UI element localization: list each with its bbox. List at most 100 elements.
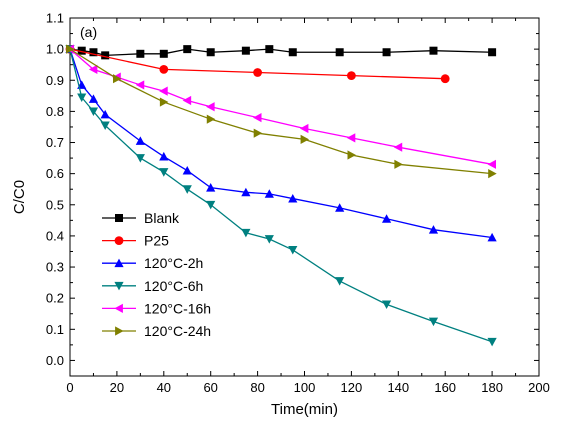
data-point [253, 68, 262, 77]
data-point [487, 337, 497, 347]
y-tick-label: 0.8 [46, 104, 64, 119]
y-tick-label: 0.9 [46, 73, 64, 88]
y-tick-label: 0.2 [46, 291, 64, 306]
data-point [206, 183, 216, 192]
legend-label: 120°C-16h [144, 300, 211, 316]
data-point [288, 193, 298, 203]
data-point [89, 48, 98, 57]
data-point [206, 114, 216, 124]
data-point [159, 49, 168, 58]
x-tick-label: 180 [481, 380, 503, 395]
x-tick-label: 0 [66, 380, 73, 395]
y-tick-label: 0.1 [46, 322, 64, 337]
data-point [101, 51, 110, 60]
y-tick-label: 0.0 [46, 353, 64, 368]
data-point [440, 74, 450, 84]
data-point [335, 48, 344, 57]
data-point [264, 189, 274, 198]
x-axis-label: Time(min) [271, 401, 338, 418]
x-tick-label: 20 [110, 380, 124, 395]
legend-marker [114, 281, 124, 291]
data-point [488, 48, 497, 57]
series-4 [65, 45, 497, 347]
x-tick-label: 200 [528, 380, 550, 395]
data-point [182, 165, 192, 175]
data-point [183, 45, 192, 54]
legend-label: Blank [144, 210, 180, 226]
x-tick-label: 80 [250, 380, 264, 395]
data-point [241, 228, 251, 238]
data-point [265, 45, 274, 54]
data-point [135, 154, 145, 163]
data-point [347, 71, 356, 80]
data-point [100, 121, 110, 130]
series-3 [65, 44, 497, 242]
series-line [69, 48, 493, 343]
data-point [428, 225, 439, 234]
y-tick-label: 0.4 [46, 228, 64, 243]
legend-marker [115, 326, 124, 336]
data-point [299, 123, 309, 134]
x-tick-label: 160 [434, 380, 456, 395]
legend-item: 120°C-24h [102, 323, 211, 339]
data-point [88, 94, 99, 103]
data-point [136, 49, 145, 58]
data-point [100, 109, 110, 119]
y-axis-label: C/C0 [11, 180, 28, 214]
series-layer [65, 44, 497, 347]
legend-marker [114, 236, 124, 246]
series-2 [65, 44, 450, 84]
legend-marker [114, 258, 124, 268]
data-point [428, 317, 439, 327]
data-point [288, 246, 298, 255]
legend-item: 120°C-2h [102, 255, 203, 271]
plot-frame [69, 17, 540, 377]
data-point [206, 200, 216, 210]
data-point [112, 74, 122, 84]
y-tick-label: 1.0 [46, 42, 64, 57]
data-point [253, 113, 262, 123]
data-point [335, 203, 345, 212]
data-point [335, 277, 345, 286]
data-point [488, 169, 497, 179]
legend-item: 120°C-16h [102, 300, 211, 316]
data-point [159, 151, 169, 161]
data-point [159, 64, 169, 74]
legend-item: Blank [102, 210, 180, 226]
data-point [347, 150, 356, 160]
data-point [182, 185, 192, 194]
data-point [135, 80, 145, 90]
data-point [135, 136, 145, 145]
series-1 [66, 45, 497, 60]
series-line [69, 48, 493, 175]
data-point [206, 48, 215, 57]
data-point [381, 300, 392, 309]
data-point [264, 235, 274, 244]
y-tick-label: 0.7 [46, 135, 64, 150]
series-line [69, 48, 493, 165]
x-tick-label: 60 [203, 380, 217, 395]
data-point [88, 64, 98, 74]
legend-label: P25 [144, 233, 169, 249]
y-tick-label: 0.5 [46, 197, 64, 212]
legend: Blank P25 120°C-2h 120°C-6h 120°C-16h 120°C-2… [102, 210, 211, 339]
data-point [394, 159, 403, 169]
legend-label: 120°C-24h [144, 323, 211, 339]
legend-marker [114, 303, 123, 313]
x-tick-label: 100 [294, 380, 316, 395]
data-point [381, 214, 392, 223]
data-point [182, 95, 192, 106]
data-point [288, 48, 297, 57]
y-tick-label: 0.3 [46, 260, 64, 275]
data-point [487, 159, 497, 169]
data-point [393, 142, 403, 152]
y-tick-label: 0.6 [46, 166, 64, 181]
ticks-layer: 0 20 40 60 80 100 120 140 160 180 200 0.0 0.1 0.2 0.3 0… [46, 11, 550, 396]
legend-item: 120°C-6h [102, 278, 203, 294]
data-point [88, 107, 99, 116]
data-point [487, 232, 497, 242]
data-point [77, 93, 87, 102]
data-point [241, 187, 251, 197]
